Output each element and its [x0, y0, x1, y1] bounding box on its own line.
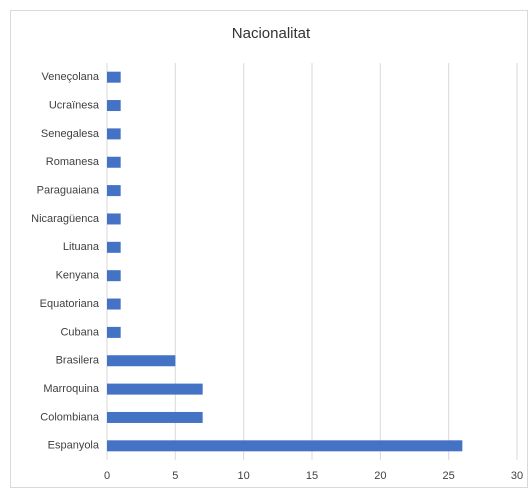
bar: [107, 355, 176, 367]
y-tick-label: Ucraïnesa: [49, 99, 100, 111]
bar: [107, 185, 121, 197]
y-tick-label: Lituana: [63, 241, 100, 253]
bar: [107, 156, 121, 168]
bar: [107, 100, 121, 112]
y-tick-label: Cubana: [60, 326, 99, 338]
bar: [107, 71, 121, 83]
bar: [107, 411, 203, 423]
bar: [107, 213, 121, 225]
x-tick-label: 5: [172, 470, 178, 482]
y-tick-label: Marroquina: [43, 383, 100, 395]
y-tick-label: Kenyana: [56, 270, 100, 282]
bar: [107, 298, 121, 310]
chart-frame: [10, 10, 528, 488]
chart-title: Nacionalitat: [232, 25, 311, 42]
y-tick-label: Senegalesa: [41, 128, 100, 140]
x-tick-label: 25: [443, 470, 455, 482]
bar: [107, 326, 121, 338]
y-tick-label: Colombiana: [40, 411, 100, 423]
y-tick-label: Paraguaiana: [37, 185, 100, 197]
bar: [107, 241, 121, 253]
x-tick-label: 0: [104, 470, 110, 482]
y-tick-label: Romanesa: [46, 156, 100, 168]
x-tick-label: 15: [306, 470, 318, 482]
bar: [107, 383, 203, 395]
y-tick-label: Nicaragüenca: [31, 213, 100, 225]
y-tick-label: Espanyola: [48, 440, 100, 452]
x-tick-label: 10: [238, 470, 250, 482]
x-tick-label: 20: [374, 470, 386, 482]
x-tick-label: 30: [511, 470, 523, 482]
y-tick-label: Veneçolana: [42, 71, 100, 83]
bar: [107, 270, 121, 282]
bar: [107, 128, 121, 140]
bar: [107, 440, 463, 452]
y-tick-label: Brasilera: [56, 355, 100, 367]
y-tick-label: Equatoriana: [40, 298, 100, 310]
